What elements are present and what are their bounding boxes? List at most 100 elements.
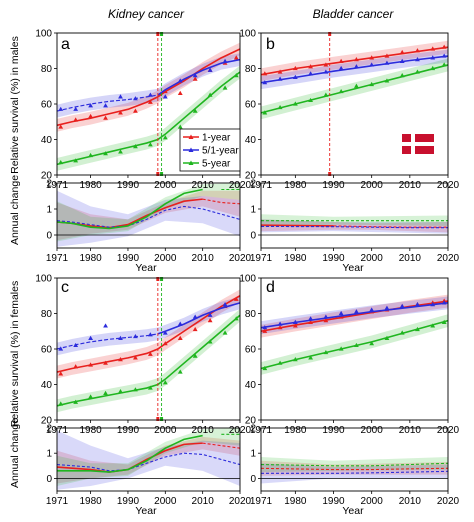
data-point-c-five_one-11 xyxy=(222,302,228,307)
data-point-b-one-0 xyxy=(262,71,268,76)
data-point-b-one-6 xyxy=(354,57,359,62)
panel-label-c: c xyxy=(61,279,69,296)
x-tick-label-d-1980: 1980 xyxy=(284,425,307,436)
data-point-d-five_one-9 xyxy=(399,303,405,308)
y-tick-label-a-change-2: 2 xyxy=(46,179,52,190)
legend-label-1-year: 1-year xyxy=(202,133,231,144)
breakpoint-marker-bottom-c-0 xyxy=(156,417,160,421)
data-point-a-one-3 xyxy=(103,115,108,120)
data-point-d-five_one-2 xyxy=(292,319,298,324)
ci-band-a-five_one xyxy=(57,53,240,118)
x-tick-label-d-2010: 2010 xyxy=(399,425,422,436)
data-point-b-one-3 xyxy=(308,64,314,69)
data-point-d-one-1 xyxy=(277,325,283,330)
series-line-c-change-five xyxy=(57,434,203,473)
data-point-a-five_one-10 xyxy=(207,67,213,72)
data-point-a-five-11 xyxy=(222,85,228,90)
data-point-a-five_one-4 xyxy=(118,94,123,99)
data-point-c-five_one-5 xyxy=(133,333,138,339)
legend-label-5-1-year: 5/1-year xyxy=(202,146,239,157)
data-point-b-five_one-10 xyxy=(415,57,420,62)
data-point-b-five-2 xyxy=(292,101,298,106)
danish-flag-icon xyxy=(402,134,434,154)
x-tick-label-c-change-2010: 2010 xyxy=(192,496,215,507)
data-point-b-one-5 xyxy=(338,58,344,63)
data-point-b-five_one-11 xyxy=(430,55,436,60)
x-tick-label-a-change-1990: 1990 xyxy=(117,253,140,264)
data-point-c-five-11 xyxy=(222,330,228,335)
series-line-a-change-five xyxy=(56,188,203,230)
data-point-d-five-1 xyxy=(277,360,283,365)
x-tick-label-a-1980: 1980 xyxy=(79,180,102,191)
x-tick-label-b-1980: 1980 xyxy=(284,180,307,191)
data-point-d-one-0 xyxy=(262,328,268,333)
x-tick-label-a-change-1980: 1980 xyxy=(79,253,102,264)
panel-label-a: a xyxy=(61,36,70,53)
data-point-c-five-3 xyxy=(103,390,108,395)
data-point-a-five_one-9 xyxy=(192,73,198,78)
data-point-a-five_one-7 xyxy=(162,94,168,99)
data-point-a-five-4 xyxy=(118,149,123,154)
y-tick-label-b-80: 80 xyxy=(245,64,257,75)
y-tick-label-d-60: 60 xyxy=(245,345,257,356)
data-point-a-five_one-11 xyxy=(222,58,228,63)
data-point-d-one-4 xyxy=(323,318,329,323)
legend-label-5-year: 5-year xyxy=(202,159,231,170)
ci-band-b-change-five xyxy=(261,214,448,228)
data-point-a-five-12 xyxy=(233,73,239,78)
data-point-a-one-0 xyxy=(58,124,64,129)
series-line-c-one xyxy=(56,295,241,373)
ci-band-a-change-five_one xyxy=(57,190,240,247)
data-point-d-five-4 xyxy=(323,349,329,355)
series-line-dashed-a-change-one xyxy=(202,198,241,205)
x-tick-label-d-change-1971: 1971 xyxy=(250,496,273,507)
data-point-d-five_one-12 xyxy=(441,300,447,305)
data-point-a-one-7 xyxy=(162,88,168,94)
data-point-d-five_one-6 xyxy=(354,309,359,314)
data-point-c-one-7 xyxy=(162,341,168,346)
y-tick-label-c-change-2: 2 xyxy=(46,424,52,435)
x-tick-label-a-2000: 2000 xyxy=(154,180,177,191)
data-point-c-five_one-9 xyxy=(192,314,198,319)
data-point-c-one-9 xyxy=(192,326,198,332)
series-line-c-five_one xyxy=(157,302,241,335)
data-point-c-five-6 xyxy=(147,385,153,390)
x-tick-label-d-change-2010: 2010 xyxy=(399,496,422,507)
y-tick-label-a-60: 60 xyxy=(41,100,53,111)
x-tick-label-c-2000: 2000 xyxy=(154,425,177,436)
x-tick-label-b-change-2020: 2020 xyxy=(437,253,460,264)
data-point-a-five-2 xyxy=(88,152,94,158)
series-line-b-change-one xyxy=(260,224,334,227)
data-point-d-five_one-1 xyxy=(277,321,283,326)
panel-label-b: b xyxy=(266,36,275,53)
x-tick-label-a-change-2020: 2020 xyxy=(229,253,252,264)
x-tick-label-d-change-1980: 1980 xyxy=(284,496,307,507)
data-point-b-one-1 xyxy=(277,69,283,74)
y-tick-label-c-100: 100 xyxy=(35,274,52,285)
data-point-a-five-0 xyxy=(58,159,64,165)
x-tick-label-b-change-2000: 2000 xyxy=(361,253,384,264)
data-point-a-five-10 xyxy=(207,92,213,97)
y-tick-label-c-80: 80 xyxy=(41,309,53,320)
data-point-b-five-7 xyxy=(369,81,375,87)
data-point-c-five-5 xyxy=(133,387,138,392)
data-point-b-five-0 xyxy=(262,110,268,115)
data-point-b-five-3 xyxy=(308,97,314,103)
data-point-b-one-2 xyxy=(292,65,298,71)
data-point-c-five-2 xyxy=(88,394,94,399)
data-point-c-five_one-10 xyxy=(207,312,213,317)
ylabel-females: Relative survival (%) in females xyxy=(9,281,21,427)
breakpoint-marker-bottom-a-1 xyxy=(160,172,164,176)
series-line-d-five_one xyxy=(260,302,449,329)
y-tick-label-b-100: 100 xyxy=(239,29,256,40)
y-tick-label-b-20: 20 xyxy=(245,171,257,182)
data-point-b-five_one-3 xyxy=(308,71,314,76)
data-point-b-five_one-8 xyxy=(384,60,390,65)
y-tick-label-b-change-1: 1 xyxy=(250,205,256,216)
data-point-c-five-1 xyxy=(73,399,79,404)
data-point-d-five_one-4 xyxy=(323,314,329,319)
data-point-a-five-9 xyxy=(192,108,198,113)
data-point-a-five-5 xyxy=(133,144,138,149)
